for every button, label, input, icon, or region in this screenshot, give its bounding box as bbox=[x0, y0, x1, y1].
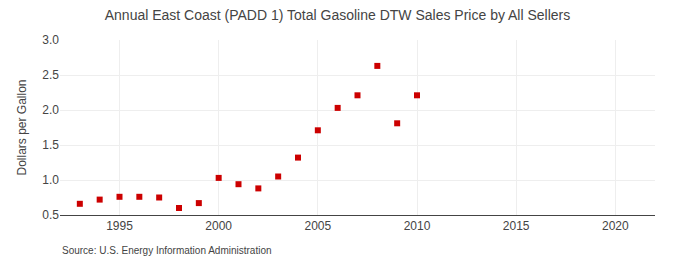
svg-text:2.0: 2.0 bbox=[42, 103, 59, 117]
svg-text:2010: 2010 bbox=[404, 219, 431, 233]
svg-text:1995: 1995 bbox=[106, 219, 133, 233]
svg-text:2015: 2015 bbox=[503, 219, 530, 233]
svg-text:2.5: 2.5 bbox=[42, 68, 59, 82]
svg-text:0.5: 0.5 bbox=[42, 208, 59, 222]
svg-text:2020: 2020 bbox=[602, 219, 629, 233]
svg-text:1.0: 1.0 bbox=[42, 173, 59, 187]
svg-text:Source: U.S. Energy Informatio: Source: U.S. Energy Information Administ… bbox=[62, 245, 272, 256]
svg-text:Annual East Coast (PADD 1) Tot: Annual East Coast (PADD 1) Total Gasolin… bbox=[105, 7, 571, 23]
svg-text:3.0: 3.0 bbox=[42, 33, 59, 47]
svg-text:Dollars per Gallon: Dollars per Gallon bbox=[15, 79, 29, 175]
svg-text:1.5: 1.5 bbox=[42, 138, 59, 152]
svg-text:2005: 2005 bbox=[304, 219, 331, 233]
svg-text:2000: 2000 bbox=[205, 219, 232, 233]
